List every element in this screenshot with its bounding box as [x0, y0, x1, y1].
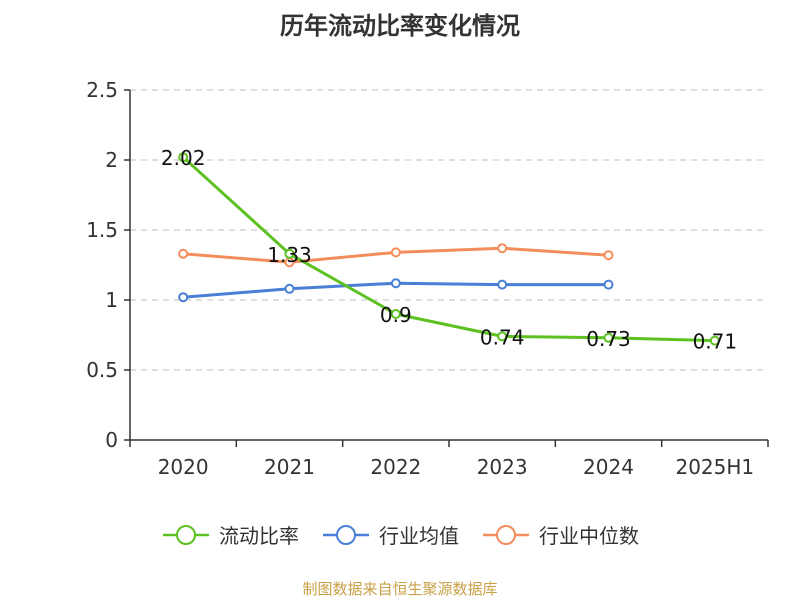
y-tick-label: 2 [105, 148, 118, 172]
data-point[interactable] [390, 309, 401, 319]
legend-label: 行业中位数 [539, 524, 639, 548]
y-tick-label: 1.5 [86, 218, 118, 242]
y-tick-label: 0.5 [86, 358, 118, 382]
x-tick-label: 2020 [158, 455, 209, 479]
y-tick-label: 1 [105, 288, 118, 312]
source-note: 制图数据来自恒生聚源数据库 [302, 580, 498, 598]
data-point[interactable] [390, 278, 401, 289]
x-tick-label: 2024 [583, 455, 634, 479]
data-label: 0.71 [693, 330, 738, 354]
data-point[interactable] [284, 248, 295, 259]
series-line-0 [182, 156, 715, 343]
data-point[interactable] [603, 279, 614, 290]
chart-title: 历年流动比率变化情况 [280, 12, 520, 40]
data-point[interactable] [178, 152, 189, 163]
legend-line-circle-icon [323, 524, 369, 545]
legend: 流动比率 行业均值 行业中位数 [0, 520, 800, 549]
legend-item[interactable]: 行业中位数 [481, 520, 639, 549]
legend-line-circle-icon [483, 524, 529, 545]
y-tick-label: 2.5 [86, 78, 118, 102]
data-point[interactable] [178, 248, 189, 259]
legend-label: 流动比率 [219, 524, 299, 548]
y-tick-label: 0 [105, 428, 118, 452]
x-tick-label: 2023 [477, 455, 528, 479]
legend-line-circle-icon [163, 524, 209, 545]
x-tick-label: 2022 [370, 455, 421, 479]
data-label: 0.9 [380, 303, 412, 327]
data-point[interactable] [603, 250, 614, 261]
data-point[interactable] [497, 331, 508, 342]
data-label: 2.02 [161, 146, 206, 170]
grid-lines [130, 89, 768, 371]
axes: 0 0.5 1 1.5 2 2.5 2020 2021 2022 2023 2024 2025H1 [86, 78, 769, 479]
legend-item[interactable]: 流动比率 [161, 520, 299, 549]
data-labels: 2.02 1.33 0.9 0.74 0.73 0.71 [161, 146, 737, 353]
data-point[interactable] [178, 292, 189, 303]
data-point[interactable] [390, 247, 401, 258]
data-label: 0.74 [480, 325, 525, 349]
x-tick-label: 2021 [264, 455, 315, 479]
legend-item[interactable]: 行业均值 [321, 520, 459, 549]
data-point[interactable] [709, 335, 720, 346]
data-point[interactable] [284, 283, 295, 294]
data-label: 0.73 [586, 327, 631, 351]
series-lines [178, 152, 720, 346]
x-tick-label: 2025H1 [675, 455, 754, 479]
data-label: 1.33 [267, 243, 312, 267]
legend-label: 行业均值 [379, 524, 459, 548]
data-point[interactable] [603, 332, 614, 343]
data-point[interactable] [497, 243, 508, 254]
data-point[interactable] [497, 279, 508, 290]
